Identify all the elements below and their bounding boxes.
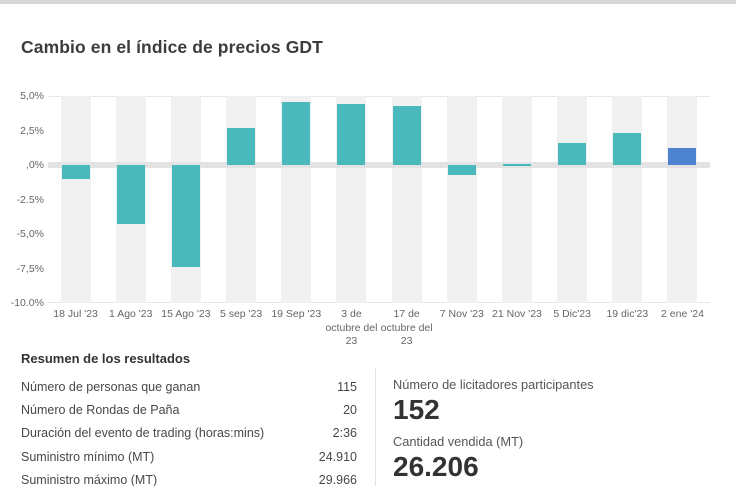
summary-row: Suministro mínimo (MT) 24.910 — [21, 445, 357, 468]
x-axis-label: 5 Dic'23 — [553, 308, 591, 320]
y-axis-label: -5,0% — [16, 228, 44, 240]
x-axis-label: 1 Ago '23 — [109, 308, 153, 320]
chart-column — [214, 96, 269, 303]
chart-bar[interactable] — [558, 142, 587, 165]
summary-row-value: 20 — [343, 402, 357, 417]
page-title: Cambio en el índice de precios GDT — [21, 37, 323, 57]
column-band — [612, 96, 643, 303]
summary-row: Duración del evento de trading (horas:mi… — [21, 422, 357, 445]
kpi-bidders-value: 152 — [393, 394, 440, 425]
x-axis-cell: 7 Nov '23 — [434, 308, 489, 349]
chart-bar[interactable] — [613, 133, 642, 165]
plot-area — [48, 96, 710, 303]
chart-column — [324, 96, 379, 303]
chart-bar[interactable] — [282, 101, 311, 165]
x-axis-label: 3 de octubre del 23 — [325, 308, 378, 347]
chart-column — [269, 96, 324, 303]
summary-row: Número de personas que ganan 115 — [21, 375, 357, 398]
column-band — [60, 96, 91, 303]
y-axis-label: ,0% — [25, 159, 44, 171]
summary-row-value: 2:36 — [332, 426, 357, 441]
summary-rows: Número de personas que ganan 115 Número de… — [21, 375, 357, 486]
chart-bar[interactable] — [116, 165, 145, 225]
summary-row-value: 29.966 — [318, 472, 357, 486]
chart-bar[interactable] — [227, 127, 256, 165]
chart-bar[interactable] — [61, 165, 90, 179]
x-axis-label: 19 Sep '23 — [271, 308, 322, 320]
summary-row-value: 24.910 — [318, 449, 357, 464]
chart-bar[interactable] — [171, 165, 200, 268]
chart-bar[interactable] — [668, 148, 697, 165]
y-axis-label: 5,0% — [20, 90, 44, 102]
chart-column — [379, 96, 434, 303]
y-axis: 5,0% 2,5% ,0% -2.5% -5,0% -7,5% -10.0% — [0, 90, 44, 309]
x-axis-cell: 5 sep '23 — [214, 308, 269, 349]
kpi-bidders: Número de licitadores participantes 152 — [393, 376, 713, 426]
summary-kpis: Número de licitadores participantes 152 … — [393, 376, 713, 483]
x-axis-cell: 18 Jul '23 — [48, 308, 103, 349]
chart-bar[interactable] — [392, 105, 421, 165]
top-strip — [0, 0, 736, 4]
chart-column — [545, 96, 600, 303]
summary-row-label: Número de personas que ganan — [21, 379, 201, 394]
summary-heading: Resumen de los resultados — [21, 351, 191, 366]
summary-row-label: Número de Rondas de Paña — [21, 402, 180, 417]
x-axis-label: 19 dic'23 — [606, 308, 649, 320]
x-axis-cell: 17 de octubre del 23 — [379, 308, 434, 349]
x-axis-cell: 3 de octubre del 23 — [324, 308, 379, 349]
x-axis-cell: 1 Ago '23 — [103, 308, 158, 349]
summary-row-label: Suministro máximo (MT) — [21, 472, 158, 486]
chart-column — [48, 96, 103, 303]
x-axis-label: 17 de octubre del 23 — [380, 308, 433, 347]
summary-row-label: Duración del evento de trading (horas:mi… — [21, 426, 265, 441]
kpi-quantity-sold-label: Cantidad vendida (MT) — [393, 434, 524, 449]
chart-column — [655, 96, 710, 303]
x-axis-label: 18 Jul '23 — [53, 308, 98, 320]
gridline-bottom — [48, 302, 710, 303]
summary-row: Suministro máximo (MT) 29.966 — [21, 468, 357, 486]
x-axis-label: 21 Nov '23 — [492, 308, 542, 320]
x-axis-cell: 19 dic'23 — [600, 308, 655, 349]
column-band — [446, 96, 477, 303]
x-axis: 18 Jul '23 1 Ago '23 15 Ago '23 5 sep '23 19… — [48, 308, 710, 349]
summary-row-label: Suministro mínimo (MT) — [21, 449, 155, 464]
chart-column — [103, 96, 158, 303]
column-band — [667, 96, 698, 303]
chart-bar[interactable] — [502, 163, 531, 167]
x-axis-cell: 5 Dic'23 — [545, 308, 600, 349]
x-axis-cell: 15 Ago '23 — [158, 308, 213, 349]
x-axis-label: 15 Ago '23 — [161, 308, 211, 320]
x-axis-cell: 2 ene '24 — [655, 308, 710, 349]
chart-column — [158, 96, 213, 303]
chart-column — [600, 96, 655, 303]
chart-column — [489, 96, 544, 303]
x-axis-label: 7 Nov '23 — [439, 308, 484, 320]
x-axis-label: 5 sep '23 — [219, 308, 263, 320]
kpi-quantity-sold: Cantidad vendida (MT) 26.206 — [393, 433, 713, 483]
y-axis-label: -10.0% — [10, 297, 44, 309]
gridline-top — [48, 96, 710, 97]
zero-line — [48, 162, 710, 168]
kpi-bidders-label: Número de licitadores participantes — [393, 377, 594, 392]
chart-bar[interactable] — [337, 104, 366, 165]
summary-divider — [375, 368, 376, 486]
column-band — [501, 96, 532, 303]
y-axis-label: 2,5% — [20, 124, 44, 137]
y-axis-label: -7,5% — [16, 262, 44, 275]
y-axis-label: -2.5% — [16, 193, 44, 206]
x-axis-cell: 19 Sep '23 — [269, 308, 324, 349]
chart-bar[interactable] — [447, 165, 476, 175]
kpi-quantity-sold-value: 26.206 — [393, 451, 479, 482]
x-axis-label: 2 ene '24 — [661, 308, 704, 320]
x-axis-cell: 21 Nov '23 — [489, 308, 544, 349]
column-band — [557, 96, 588, 303]
summary-row: Número de Rondas de Paña 20 — [21, 398, 357, 421]
summary-row-value: 115 — [337, 379, 357, 394]
chart-column — [434, 96, 489, 303]
